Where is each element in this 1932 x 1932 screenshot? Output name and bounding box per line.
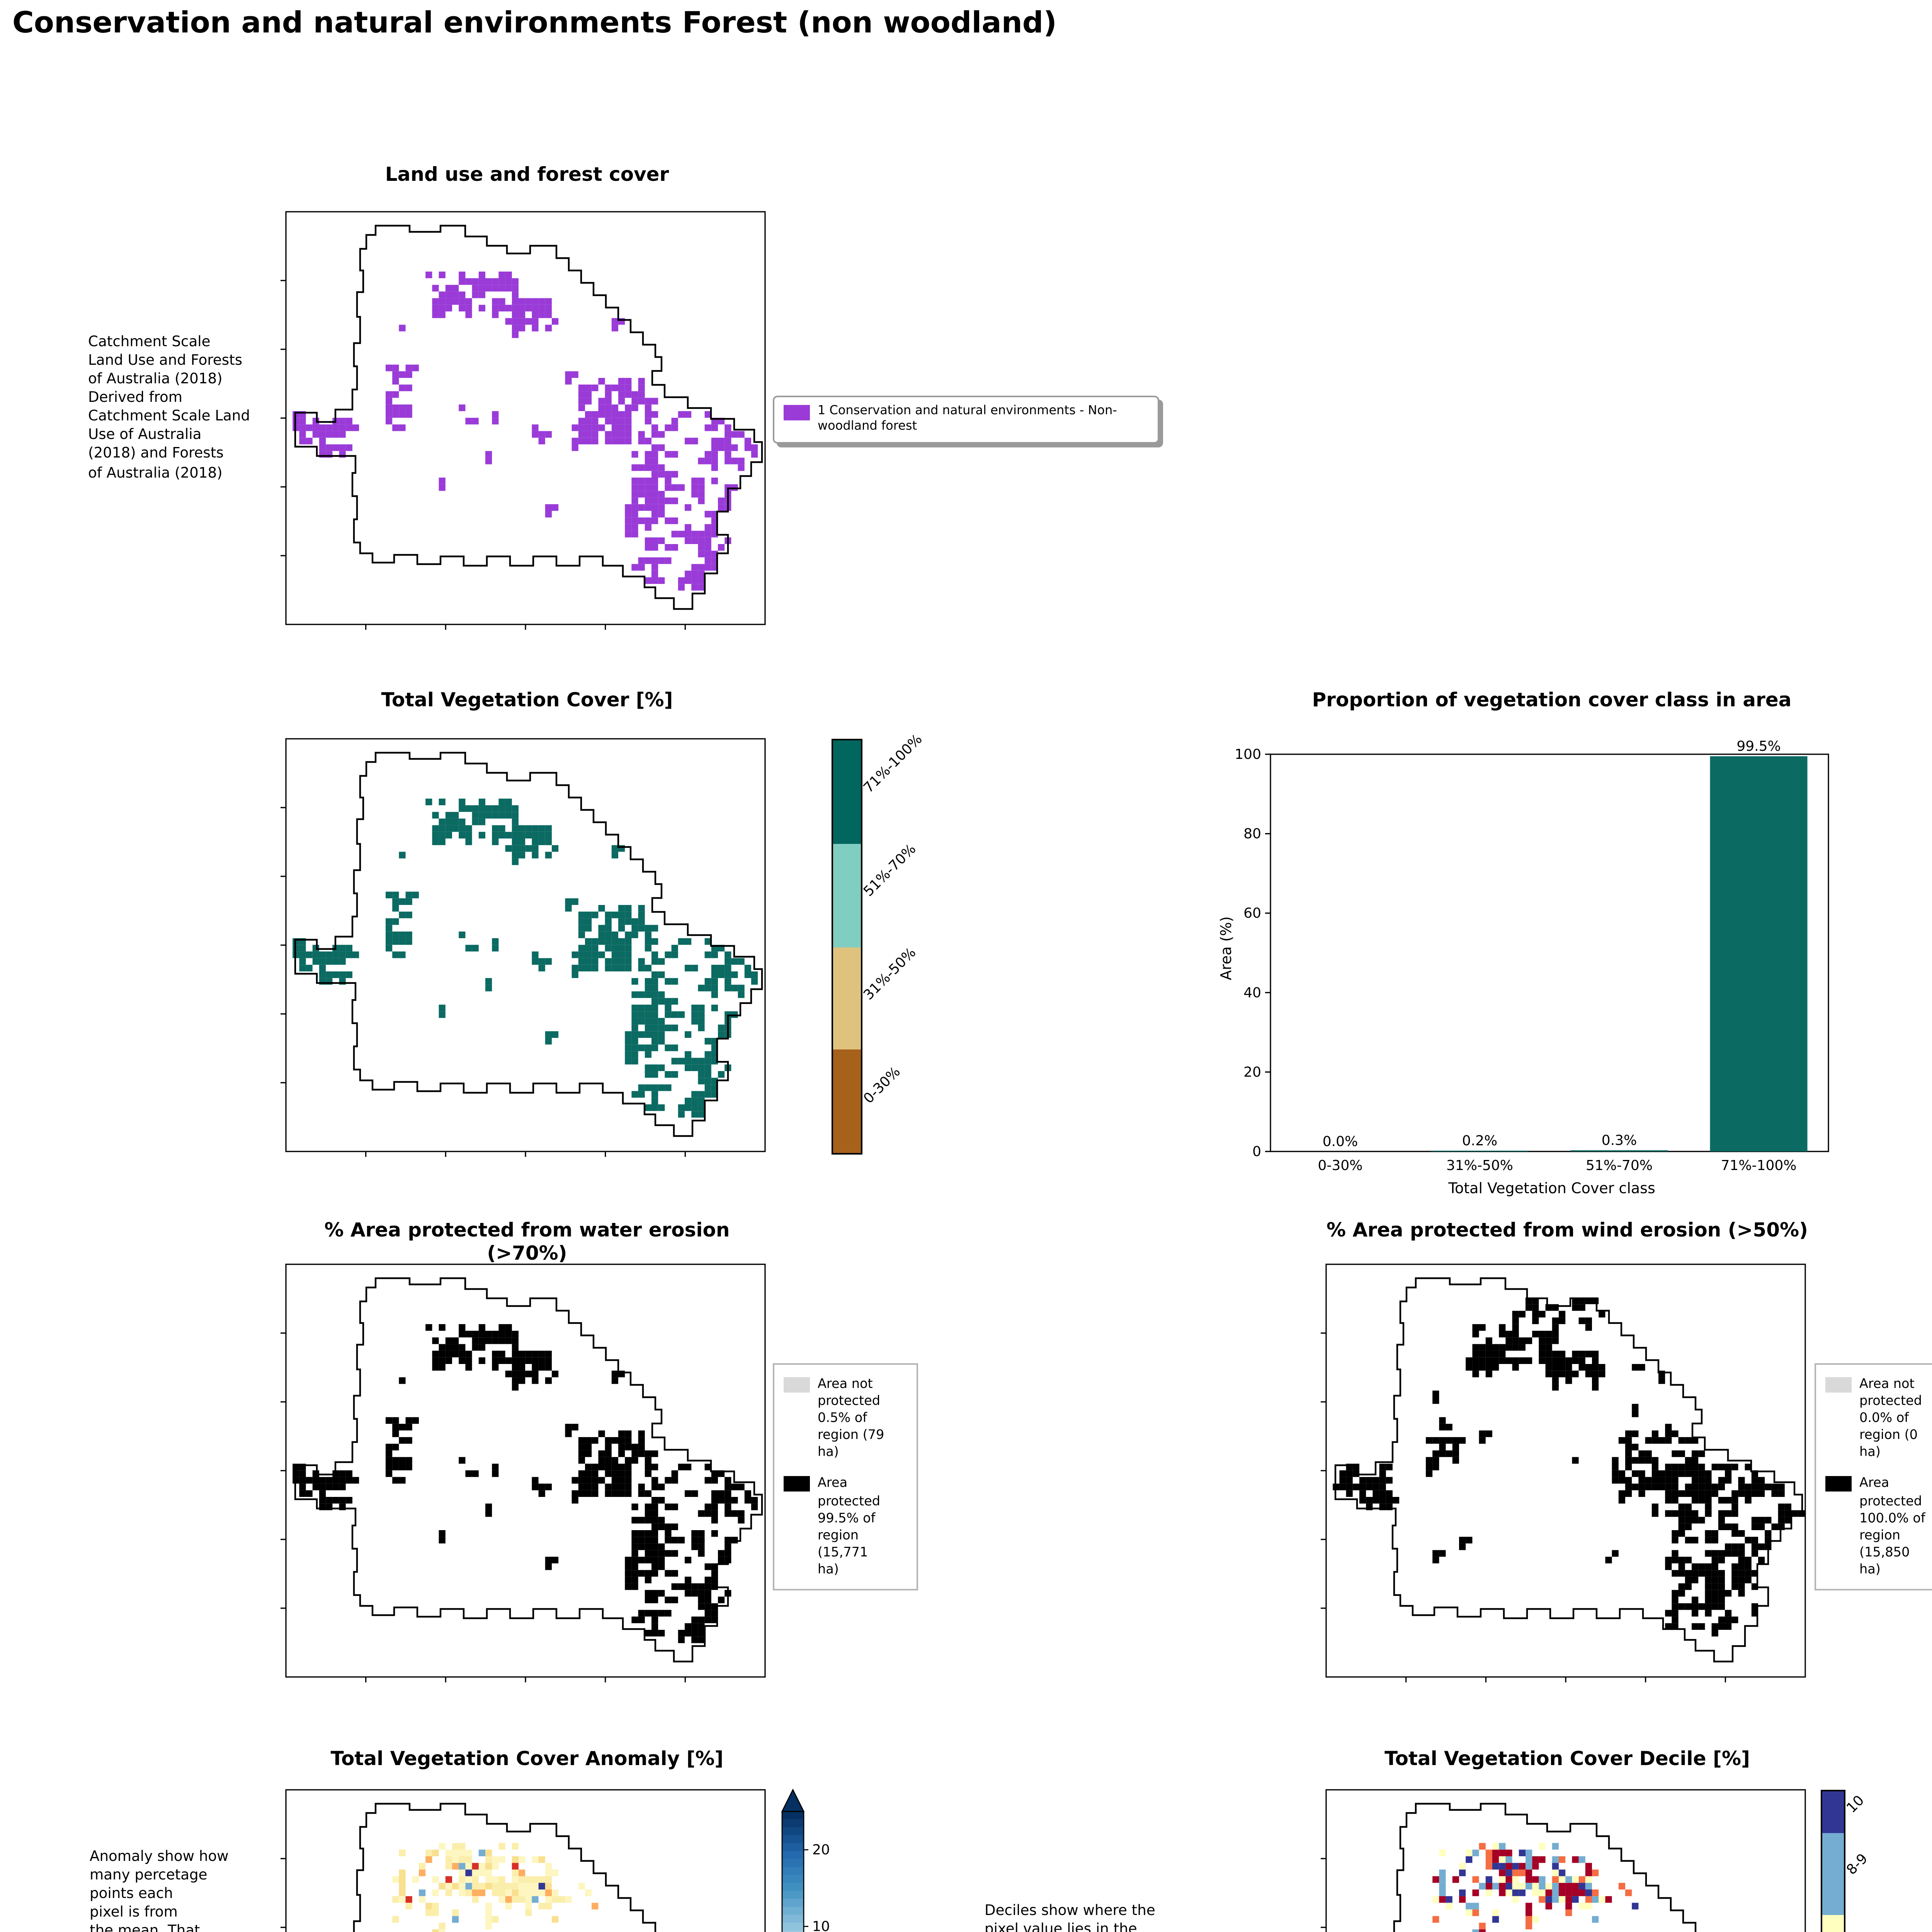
- wind-erosion-map: [1321, 1264, 1806, 1682]
- bar-value-label: 0.0%: [1323, 1134, 1358, 1150]
- map-axes-frame: [285, 738, 766, 1152]
- water-panel-title: % Area protected from water erosion (>70…: [324, 1218, 730, 1264]
- wind-legend-entry-protected: Area protected 100.0% of region (15,850 …: [1825, 1475, 1932, 1578]
- anomaly-panel-title: Total Vegetation Cover Anomaly [%]: [330, 1747, 724, 1770]
- water-legend-label-protected: Area protected 99.5% of region (15,771 h…: [818, 1475, 880, 1577]
- map-axes-frame: [285, 211, 766, 625]
- water-legend-entry-protected: Area protected 99.5% of region (15,771 h…: [784, 1475, 907, 1578]
- wind-legend: Area not protected 0.0% of region (0 ha)…: [1815, 1363, 1932, 1591]
- map-pixels: [293, 271, 758, 591]
- catchment-outline: [353, 1803, 656, 1932]
- water-legend-swatch-not-protected: [784, 1377, 810, 1393]
- wind-panel-title: % Area protected from wind erosion (>50%…: [1326, 1218, 1808, 1241]
- decile-colorbar-segment: [1822, 1791, 1844, 1833]
- wind-legend-label-protected: Area protected 100.0% of region (15,850 …: [1859, 1475, 1925, 1577]
- y-tick-label: 40: [1243, 985, 1261, 1001]
- bar: [1710, 756, 1808, 1151]
- landuse-note: Catchment Scale Land Use and Forests of …: [88, 334, 250, 482]
- wind-legend-label-not-protected: Area not protected 0.0% of region (0 ha): [1859, 1376, 1922, 1460]
- landuse-legend: 1 Conservation and natural environments …: [773, 396, 1159, 444]
- map-axes-frame: [1325, 1264, 1806, 1678]
- veg-colorbar-label: 51%-70%: [861, 842, 920, 901]
- wind-legend-swatch-not-protected: [1825, 1377, 1852, 1393]
- decile-note: Deciles show where the pixel value lies …: [985, 1903, 1155, 1932]
- anomaly-colorbar-tick-label: 20: [812, 1842, 830, 1858]
- landuse-map: [281, 211, 766, 630]
- map-pixels: [1333, 1298, 1805, 1637]
- landuse-legend-swatch: [784, 405, 810, 420]
- veg-colorbar-segment: [833, 947, 861, 1050]
- catchment-outline: [294, 1277, 763, 1663]
- y-tick-label: 100: [1235, 747, 1261, 762]
- water-legend: Area not protected 0.5% of region (79 ha…: [773, 1363, 918, 1591]
- decile-colorbar-label: 10: [1844, 1794, 1868, 1818]
- map-pixels: [392, 1843, 599, 1932]
- x-tick-label: 71%-100%: [1721, 1158, 1797, 1173]
- decile-map: [1321, 1789, 1806, 1932]
- anomaly-colorbar-tick-label: 10: [812, 1919, 830, 1932]
- wind-legend-swatch-protected: [1825, 1476, 1852, 1492]
- x-tick-label: 31%-50%: [1446, 1158, 1513, 1173]
- y-tick-label: 0: [1252, 1144, 1261, 1160]
- veg-panel-title: Total Vegetation Cover [%]: [381, 688, 673, 711]
- map-pixels: [1432, 1843, 1639, 1932]
- veg-colorbar-segment: [833, 740, 861, 844]
- veg-colorbar-label: 71%-100%: [861, 733, 926, 798]
- bar-chart-ylabel: Area (%): [1219, 916, 1236, 980]
- bar-chart-xlabel: Total Vegetation Cover class: [1448, 1181, 1655, 1198]
- map-axes-frame: [285, 1789, 766, 1932]
- catchment-outline: [1334, 1277, 1803, 1663]
- bar-chart-title: Proportion of vegetation cover class in …: [1312, 688, 1792, 711]
- anomaly-map: [281, 1789, 766, 1932]
- y-tick-label: 60: [1243, 905, 1261, 921]
- catchment-outline: [294, 752, 763, 1137]
- anomaly-note: Anomaly show how many percetage points e…: [90, 1849, 229, 1932]
- landuse-legend-label: 1 Conservation and natural environments …: [818, 403, 1117, 434]
- map-pixels: [293, 798, 758, 1118]
- veg-colorbar-segment: [833, 844, 861, 947]
- water-legend-label-not-protected: Area not protected 0.5% of region (79 ha…: [818, 1376, 884, 1460]
- water-legend-swatch-protected: [784, 1476, 810, 1492]
- water-erosion-map: [281, 1264, 766, 1682]
- landuse-panel-title: Land use and forest cover: [385, 162, 669, 185]
- map-axes-frame: [1325, 1789, 1806, 1932]
- map-pixels: [293, 1324, 758, 1643]
- vegetation-class-bar-chart: 0 20 40 60 80 100 0.0% 0-30% 0.2% 31%-50% 0.3% 51%-…: [1235, 738, 1829, 1173]
- x-tick-label: 51%-70%: [1586, 1158, 1653, 1173]
- bar-value-label: 0.3%: [1602, 1133, 1637, 1148]
- decile-colorbar-segment: [1822, 1832, 1844, 1915]
- bar: [1570, 1150, 1668, 1151]
- catchment-outline: [294, 224, 763, 610]
- veg-colorbar: 0-30% 31%-50% 51%-70% 71%-100%: [832, 733, 926, 1155]
- veg-colorbar-label: 0-30%: [861, 1064, 905, 1107]
- x-tick-label: 0-30%: [1318, 1158, 1363, 1173]
- decile-colorbar-segment: [1822, 1915, 1844, 1932]
- veg-colorbar-label: 31%-50%: [861, 945, 920, 1004]
- y-tick-label: 20: [1243, 1064, 1261, 1080]
- y-tick-label: 80: [1243, 826, 1261, 842]
- veg-cover-map: [281, 738, 766, 1157]
- anomaly-colorbar: 20100−10−20: [781, 1788, 830, 1932]
- bar-value-label: 0.2%: [1462, 1133, 1497, 1149]
- catchment-outline: [1393, 1803, 1697, 1932]
- decile-colorbar: 108-94-72-31: [1821, 1790, 1872, 1932]
- decile-panel-title: Total Vegetation Cover Decile [%]: [1384, 1747, 1750, 1770]
- bar-value-label: 99.5%: [1736, 738, 1781, 754]
- page-title: Conservation and natural environments Fo…: [12, 6, 1057, 40]
- wind-legend-entry-not-protected: Area not protected 0.0% of region (0 ha): [1825, 1376, 1932, 1461]
- veg-colorbar-segment: [833, 1050, 861, 1153]
- water-legend-entry-not-protected: Area not protected 0.5% of region (79 ha…: [784, 1376, 907, 1461]
- map-axes-frame: [285, 1264, 766, 1678]
- decile-colorbar-label: 8-9: [1844, 1852, 1872, 1879]
